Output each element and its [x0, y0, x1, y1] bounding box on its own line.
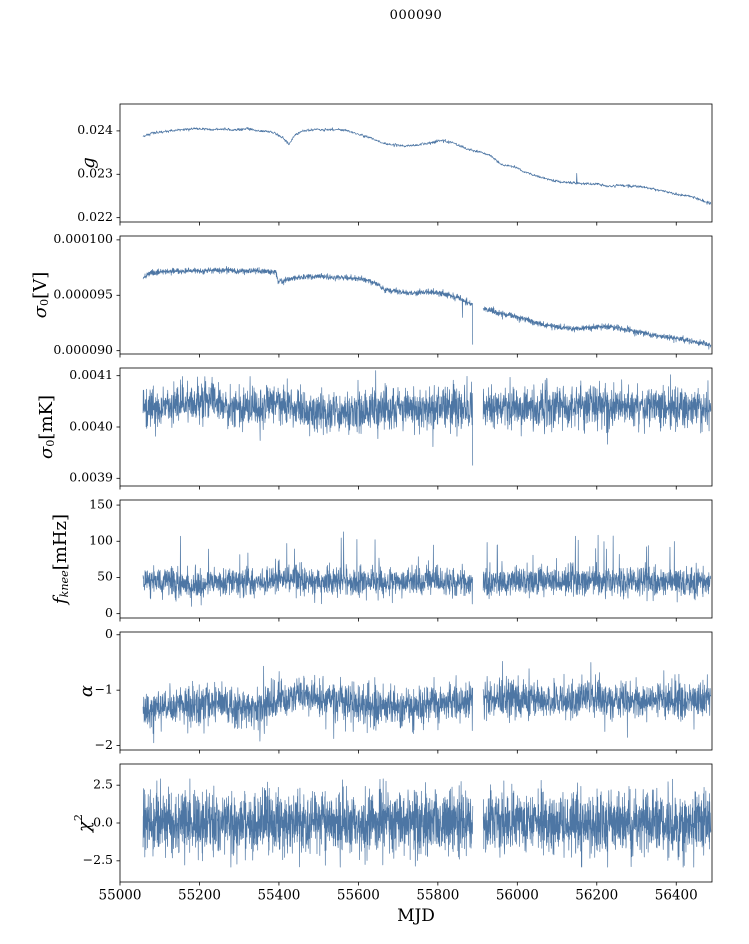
y-axis-label-segment: [mK]: [35, 395, 57, 440]
y-axis-label-g: g: [75, 53, 101, 273]
y-axis-label-segment: 0: [37, 298, 51, 306]
x-axis-label: MJD: [397, 906, 435, 926]
y-axis-label-segment: χ: [73, 821, 95, 833]
y-axis-label-segment: α: [75, 684, 97, 698]
y-axis-label-segment: [mHz]: [49, 513, 71, 571]
y-axis-label-segment: 0: [43, 439, 57, 447]
y-axis-label-segment: f: [49, 597, 71, 605]
y-axis-label-segment: 2: [71, 813, 85, 822]
y-axis-label-segment: [V]: [29, 271, 51, 299]
figure-title: 000090: [389, 8, 443, 23]
y-axis-label-fknee: f knee [mHz]: [47, 449, 73, 669]
y-axis-label-segment: knee: [57, 570, 71, 598]
y-axis-label-segment: g: [77, 157, 99, 169]
